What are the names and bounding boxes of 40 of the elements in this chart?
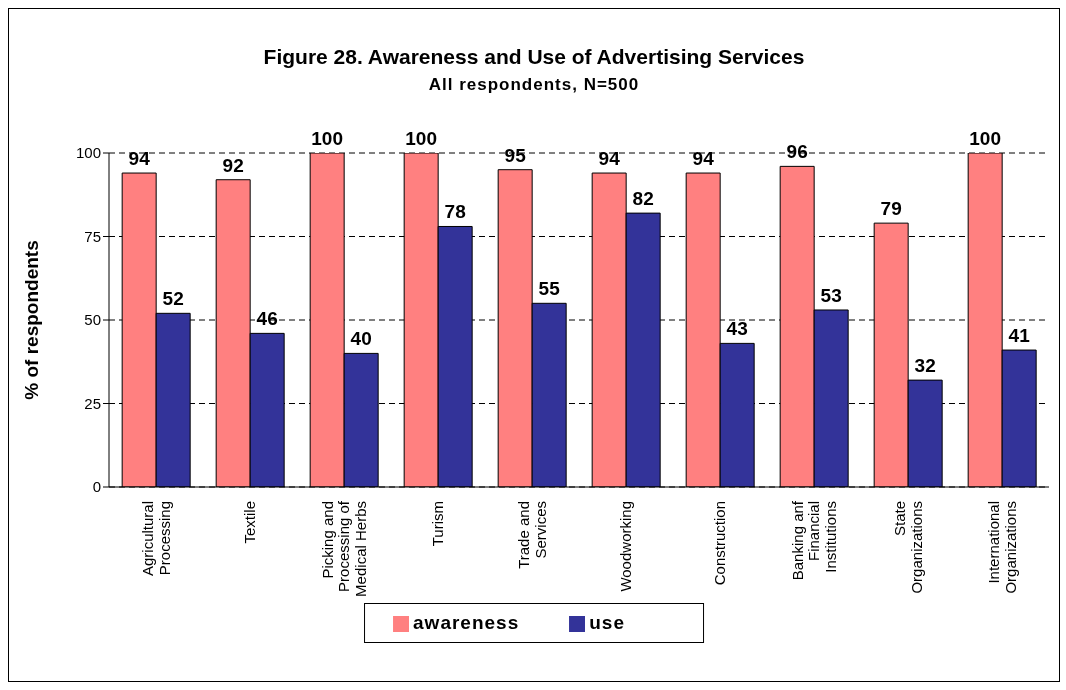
x-tick-label: Woodworking <box>617 501 635 592</box>
data-label: 41 <box>1008 325 1031 347</box>
data-label: 79 <box>880 198 902 220</box>
x-tick-label: Construction <box>711 501 729 586</box>
data-label: 95 <box>504 144 527 166</box>
x-tick-label: Picking and Processing of Medical Herbs <box>318 500 369 597</box>
y-tick-label: 25 <box>84 394 101 412</box>
x-tick-label: Banking anf Financial Institutions <box>788 500 839 581</box>
data-label: 100 <box>311 128 344 149</box>
data-label: 100 <box>405 128 438 149</box>
x-tick-label: Agricultural Processing <box>139 501 173 577</box>
data-label: 82 <box>632 188 654 210</box>
data-label: 32 <box>914 355 936 377</box>
x-tick-label: State Organizations <box>891 501 925 594</box>
data-label: 55 <box>538 278 561 300</box>
x-tick-label: Trade and Services <box>515 501 549 569</box>
legend-label: use <box>589 612 625 633</box>
data-label: 100 <box>969 128 1002 149</box>
legend-label: awareness <box>413 612 520 633</box>
y-tick-label: 100 <box>75 144 101 162</box>
data-label: 78 <box>444 201 466 223</box>
y-tick-label: 50 <box>84 311 101 329</box>
data-label: 53 <box>820 284 842 306</box>
chart-title: Figure 28. Awareness and Use of Advertising Services <box>262 44 806 69</box>
y-axis-title: % of respondents <box>20 240 42 400</box>
data-label: 46 <box>256 308 278 330</box>
data-label: 40 <box>350 328 372 350</box>
y-tick-label: 0 <box>92 478 101 496</box>
data-label: 94 <box>128 148 151 170</box>
data-label: 52 <box>162 288 184 310</box>
data-label: 43 <box>726 318 748 340</box>
data-label: 96 <box>786 141 808 163</box>
y-tick-label: 75 <box>84 227 101 245</box>
x-tick-label: Textile <box>241 501 259 544</box>
data-label: 94 <box>598 148 621 170</box>
data-label: 92 <box>222 154 244 176</box>
data-label: 94 <box>692 148 715 170</box>
x-tick-label: Turism <box>429 501 447 547</box>
chart-subtitle: All respondents, N=500 <box>427 75 641 95</box>
x-tick-label: International Organizations <box>985 501 1019 594</box>
